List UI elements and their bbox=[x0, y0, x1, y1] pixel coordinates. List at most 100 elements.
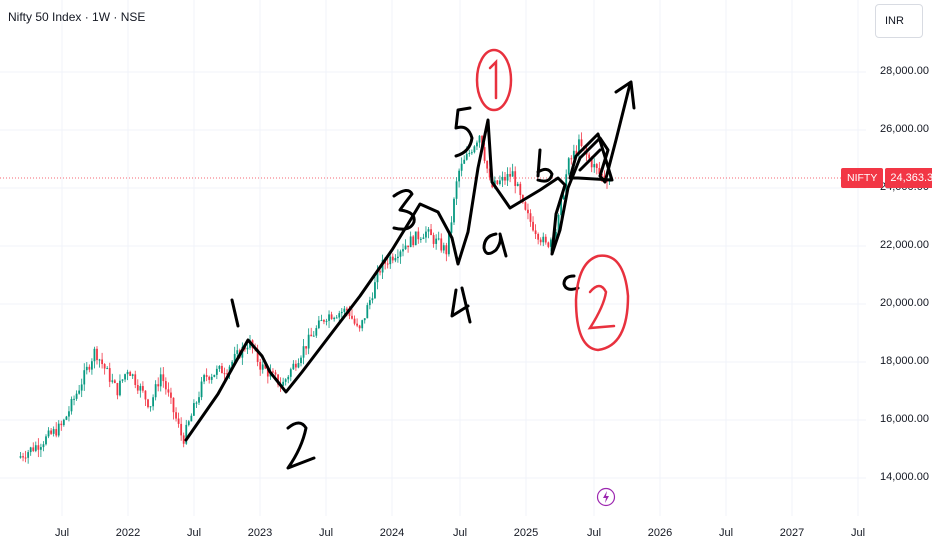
candle-body bbox=[289, 369, 292, 377]
candle-body bbox=[159, 374, 162, 387]
wave-label-2 bbox=[286, 421, 316, 470]
candle-body bbox=[88, 366, 91, 370]
candle-body bbox=[537, 234, 540, 240]
candle-body bbox=[323, 320, 325, 322]
currency-button[interactable]: INR bbox=[875, 4, 923, 38]
candle-body bbox=[73, 398, 75, 400]
candle-body bbox=[435, 238, 438, 244]
candle-body bbox=[595, 164, 598, 168]
candle-body bbox=[514, 171, 517, 186]
candle-body bbox=[134, 374, 137, 385]
candle-body bbox=[231, 361, 234, 367]
candle-body bbox=[381, 259, 384, 273]
candle-body bbox=[55, 429, 58, 436]
candle-body bbox=[233, 353, 236, 362]
candle-body bbox=[154, 384, 157, 398]
candle-body bbox=[312, 335, 315, 337]
wave-label-b bbox=[536, 148, 554, 183]
candle-body bbox=[407, 245, 409, 248]
candle-body bbox=[544, 236, 547, 243]
candle-body bbox=[562, 195, 565, 200]
candle-body bbox=[340, 311, 343, 314]
candle-body bbox=[320, 320, 323, 322]
candle-body bbox=[60, 423, 63, 426]
candle-body bbox=[116, 383, 119, 396]
y-tick-label: 16,000.00 bbox=[880, 413, 929, 425]
candle-body bbox=[358, 325, 361, 329]
candle-body bbox=[103, 364, 106, 369]
elliott-wave-drawing[interactable] bbox=[184, 80, 636, 470]
candle-body bbox=[483, 147, 486, 161]
candle-body bbox=[223, 373, 226, 375]
candle-body bbox=[496, 180, 499, 185]
candle-body bbox=[366, 305, 369, 319]
candle-body bbox=[91, 361, 93, 370]
candle-body bbox=[348, 310, 351, 316]
candle-body bbox=[588, 154, 591, 159]
wave-label-4 bbox=[450, 286, 472, 324]
candle-body bbox=[315, 328, 318, 336]
wave-label-5 bbox=[454, 106, 474, 158]
candle-body bbox=[272, 371, 274, 373]
candle-body bbox=[75, 393, 78, 399]
candle-body bbox=[266, 368, 269, 377]
candle-body bbox=[256, 348, 259, 362]
candle-body bbox=[42, 444, 45, 448]
candle-body bbox=[210, 376, 213, 380]
candle-body bbox=[453, 198, 455, 223]
candle-body bbox=[226, 373, 228, 375]
candle-body bbox=[539, 239, 542, 243]
candle-body bbox=[516, 183, 519, 186]
candle-body bbox=[50, 430, 52, 434]
candle-body bbox=[598, 167, 601, 174]
candle-body bbox=[131, 374, 134, 376]
candle-body bbox=[394, 258, 397, 261]
candle-body bbox=[182, 435, 185, 444]
candle-body bbox=[215, 368, 218, 375]
lightning-icon[interactable] bbox=[596, 487, 616, 507]
candle-body bbox=[371, 298, 374, 301]
candle-body bbox=[397, 256, 399, 259]
candle-body bbox=[47, 430, 50, 437]
wave-path bbox=[184, 82, 632, 442]
candle-body bbox=[430, 229, 432, 236]
candle-body bbox=[221, 365, 223, 374]
candle-body bbox=[172, 397, 175, 413]
candle-body bbox=[292, 363, 295, 370]
candle-body bbox=[29, 447, 32, 453]
candle-body bbox=[144, 390, 147, 400]
candle-body bbox=[473, 146, 476, 153]
candle-body bbox=[519, 183, 522, 196]
x-tick-label: 2022 bbox=[115, 527, 141, 539]
candle-body bbox=[261, 364, 264, 370]
candle-body bbox=[414, 231, 417, 246]
candle-body bbox=[506, 174, 509, 181]
candle-body bbox=[83, 370, 86, 385]
candle-body bbox=[108, 368, 111, 382]
candle-body bbox=[85, 366, 88, 371]
candle-body bbox=[190, 415, 193, 422]
candle-body bbox=[187, 421, 190, 425]
x-tick-label: 2024 bbox=[379, 527, 405, 539]
candle-body bbox=[468, 153, 471, 155]
candle-body bbox=[402, 249, 404, 252]
x-tick-label: 2023 bbox=[247, 527, 273, 539]
candle-body bbox=[218, 365, 221, 369]
candle-body bbox=[236, 350, 239, 354]
y-tick-label: 22,000.00 bbox=[880, 239, 929, 251]
candle-body bbox=[40, 447, 42, 450]
candle-body bbox=[412, 236, 415, 246]
candle-body bbox=[376, 271, 379, 283]
candle-body bbox=[580, 139, 583, 146]
candle-body bbox=[282, 381, 285, 386]
candle-body bbox=[509, 174, 511, 177]
candle-body bbox=[22, 456, 24, 458]
candle-body bbox=[419, 238, 422, 240]
candle-body bbox=[101, 359, 103, 365]
last-price-tag: NIFTY 24,363.30 bbox=[841, 168, 932, 188]
y-tick-label: 26,000.00 bbox=[880, 123, 929, 135]
candle-body bbox=[504, 176, 506, 181]
candle-body bbox=[19, 456, 22, 458]
wave-label-a bbox=[482, 232, 508, 258]
